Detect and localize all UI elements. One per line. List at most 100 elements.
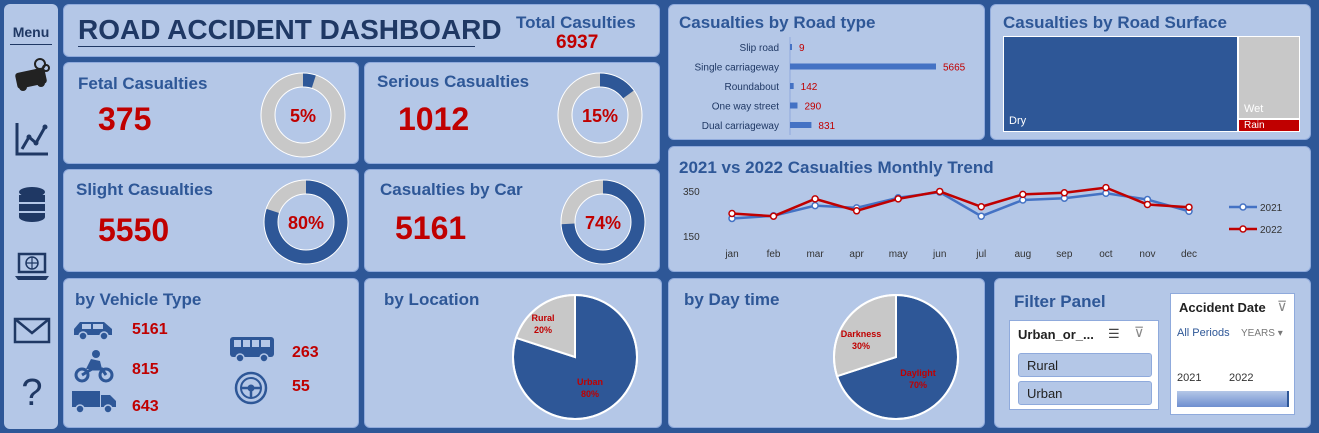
slight-donut-arc <box>264 180 348 264</box>
page-title: ROAD ACCIDENT DASHBOARD <box>78 14 502 45</box>
trend-point-2022 <box>1143 200 1152 209</box>
slicer-option-urban[interactable]: Urban <box>1018 381 1152 405</box>
trend-point-2022 <box>1019 190 1027 199</box>
treemap-rain: Rain <box>1238 119 1300 132</box>
clear-filter-icon[interactable]: ⊽ <box>1134 324 1145 340</box>
trend-point-2022 <box>977 203 986 211</box>
daytime-pie: Daylight 70% Darkness 30% <box>833 293 959 420</box>
trend-x-tick: jul <box>975 249 986 260</box>
trend-y-tick: 350 <box>683 187 700 198</box>
date-timeline: Accident Date ⊽ All Periods YEARS ▾ 2021… <box>1170 293 1295 415</box>
road-type-label: Dual carriageway <box>702 121 779 132</box>
car-donut-arc <box>561 180 645 264</box>
vehicle-panel: by Vehicle Type 5161 815 643 263 55 <box>63 278 359 428</box>
location-title: by Location <box>384 290 480 309</box>
trend-x-tick: nov <box>1139 249 1155 260</box>
daytime-title: by Day time <box>684 290 780 309</box>
trend-point-2022 <box>1060 189 1069 197</box>
trend-point-2022 <box>852 207 861 215</box>
trend-x-tick: feb <box>767 249 781 260</box>
fatal-donut: 5% <box>260 72 346 158</box>
slicer-option-rural[interactable]: Rural <box>1018 353 1152 377</box>
timeline-unit-select[interactable]: YEARS ▾ <box>1241 328 1283 339</box>
mail-icon[interactable] <box>12 310 52 350</box>
legend-marker-2021 <box>1239 203 1247 211</box>
svg-text:?: ? <box>21 372 42 410</box>
trend-chart: 350 150 jan feb mar apr may jun jul aug sep oct nov d… <box>683 183 1283 260</box>
car-kpi-card: Casualties by Car 5161 74% <box>364 169 660 272</box>
trend-line-2021 <box>731 190 1190 220</box>
vehicle-title: by Vehicle Type <box>75 290 202 309</box>
road-type-bar <box>790 102 798 109</box>
car-crash-icon[interactable] <box>12 56 52 96</box>
treemap-dry-label: Dry <box>1009 115 1027 127</box>
fatal-pct: 5% <box>290 106 316 126</box>
serious-value: 1012 <box>398 101 470 137</box>
trend-panel: 2021 vs 2022 Casualties Monthly Trend 35… <box>668 146 1311 272</box>
chevron-down-icon: ▾ <box>1277 328 1283 339</box>
treemap-wet: Wet <box>1238 36 1300 119</box>
pie-percent-label: 30% <box>852 341 870 351</box>
road-type-value: 142 <box>801 82 818 93</box>
trend-x-tick: jan <box>724 249 738 260</box>
slight-value: 5550 <box>98 212 170 248</box>
vehicle-agri-value: 55 <box>292 378 310 395</box>
road-type-value: 831 <box>818 121 835 132</box>
serious-pct: 15% <box>582 106 618 126</box>
vehicle-car-value: 5161 <box>132 321 168 338</box>
trend-point-2022 <box>769 212 778 220</box>
road-type-label: Slip road <box>740 43 779 54</box>
truck-icon <box>72 391 116 414</box>
road-type-chart: Slip road 9 Single carriageway 5665 Roundabo… <box>695 37 966 135</box>
fatal-value: 375 <box>98 101 152 137</box>
legend-marker-2022 <box>1239 225 1247 233</box>
all-periods-label: All Periods <box>1177 327 1230 339</box>
timeline-header: Accident Date <box>1179 300 1266 315</box>
trend-point-2022 <box>1102 183 1110 192</box>
slight-donut: 80% <box>263 179 349 265</box>
car-value: 5161 <box>395 210 467 246</box>
road-type-bar <box>790 63 936 70</box>
car-label: Casualties by Car <box>380 180 523 199</box>
vehicle-bus-value: 263 <box>292 344 319 361</box>
road-type-value: 5665 <box>943 63 966 74</box>
pie-percent-label: 20% <box>534 325 552 335</box>
road-type-label: Roundabout <box>725 82 780 93</box>
car-donut: 74% <box>560 179 646 265</box>
treemap-wet-label: Wet <box>1244 103 1264 115</box>
car-pct: 74% <box>585 213 621 233</box>
trend-x-tick: dec <box>1181 249 1197 260</box>
pie-category-label: Daylight <box>900 368 936 378</box>
trend-line-2022 <box>731 186 1190 218</box>
laptop-globe-icon[interactable] <box>12 246 52 286</box>
road-surface-title: Casualties by Road Surface <box>1003 13 1227 32</box>
header-panel: ROAD ACCIDENT DASHBOARD Total Casulties … <box>63 4 660 57</box>
database-icon[interactable] <box>12 184 52 224</box>
trend-x-tick: oct <box>1099 249 1113 260</box>
clear-timeline-icon[interactable]: ⊽ <box>1277 298 1288 314</box>
pie-percent-label: 70% <box>909 380 927 390</box>
total-label: Total Casulties <box>516 13 636 32</box>
line-chart-icon[interactable] <box>12 119 52 159</box>
slicer-header: Urban_or_... <box>1018 327 1094 342</box>
serious-label: Serious Casualties <box>377 72 530 91</box>
timeline-year-2022[interactable]: 2022 <box>1229 372 1254 384</box>
road-surface-panel: Casualties by Road Surface Dry Wet Rain <box>990 4 1311 140</box>
road-type-label: Single carriageway <box>695 63 780 74</box>
serious-donut-arc <box>558 73 642 157</box>
bus-icon <box>230 337 274 363</box>
legend-label-2021: 2021 <box>1260 203 1283 214</box>
timeline-bar[interactable] <box>1177 391 1289 407</box>
timeline-year-2021[interactable]: 2021 <box>1177 372 1202 384</box>
help-icon[interactable]: ? <box>12 370 52 414</box>
trend-point-2021 <box>977 212 986 220</box>
road-type-value: 9 <box>799 43 805 54</box>
fatal-kpi-card: Fetal Casualties 375 5% <box>63 62 359 164</box>
road-type-label: One way street <box>712 102 779 113</box>
road-type-bar <box>790 44 792 50</box>
multi-select-icon[interactable]: ☰ <box>1108 326 1120 341</box>
total-value: 6937 <box>556 32 599 53</box>
location-slicer: Urban_or_... ☰ ⊽ Rural Urban <box>1009 320 1159 410</box>
road-type-panel: Casualties by Road type Slip road 9 Single… <box>668 4 985 140</box>
pie-category-label: Rural <box>531 313 554 323</box>
